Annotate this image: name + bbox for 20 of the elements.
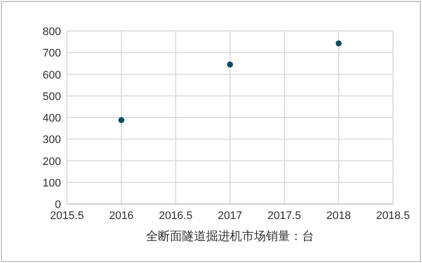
x-tick-label: 2018.5	[376, 210, 410, 222]
x-tick-label: 2016.5	[158, 210, 192, 222]
y-tick-label: 100	[42, 177, 61, 190]
x-tick-label: 2017	[218, 210, 242, 222]
y-tick-label: 600	[42, 69, 61, 82]
y-tick-label: 400	[42, 112, 61, 124]
y-tick-label: 0	[54, 199, 61, 211]
y-tick-label: 800	[42, 26, 61, 38]
x-axis-title: 全断面隧道掘进机市场销量：台	[146, 229, 314, 243]
y-tick-label: 700	[42, 48, 61, 60]
x-tick-label: 2015.5	[50, 210, 84, 222]
y-tick-label: 500	[42, 90, 61, 103]
point	[227, 62, 233, 68]
x-tick-label: 2018	[326, 210, 351, 222]
point	[118, 117, 124, 124]
y-tick-label: 300	[42, 134, 61, 146]
y-tick-label: 200	[42, 156, 61, 168]
x-tick-label: 2016	[109, 210, 134, 222]
point	[336, 40, 342, 46]
x-tick-label: 2017.5	[268, 210, 302, 222]
